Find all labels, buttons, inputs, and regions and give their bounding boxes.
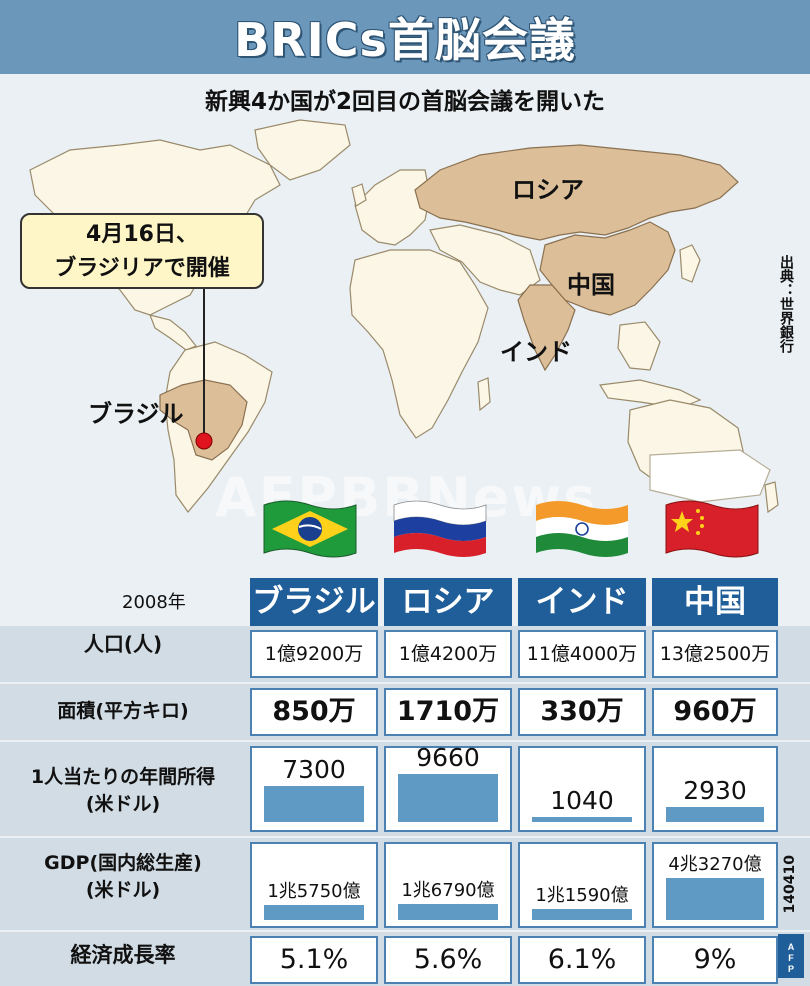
page-title: BRICs首脳会議 [234,13,576,67]
value-population-india: 11億4000万 [526,643,638,665]
cell-population-india: 11億4000万 [518,630,646,678]
antarctica-shape [649,449,771,503]
cell-gdp-russia: 1兆6790億 [384,842,512,928]
row-label-growth: 経済成長率 [70,943,176,967]
header-banner: BRICs首脳会議 [0,0,810,74]
bar-income-china [666,807,764,822]
value-gdp-china: 4兆3270億 [668,854,762,875]
afp-logo: A F P [778,934,804,978]
india-flag-icon [536,501,628,557]
value-population-brazil: 1億9200万 [264,643,364,665]
row-label-income-main: 1人当たりの年間所得 [30,766,216,788]
value-gdp-russia: 1兆6790億 [401,880,495,901]
cell-gdp-brazil: 1兆5750億 [250,842,378,928]
label-china: 中国 [567,271,615,299]
svg-text:P: P [788,964,794,974]
central-america-shape [149,314,197,351]
europe-shape [354,169,431,246]
value-population-china: 13億2500万 [659,643,771,665]
callout-location: ブラジリアで開催 [54,256,230,281]
column-header-china: 中国 [652,578,778,626]
value-gdp-india: 1兆1590億 [535,885,629,906]
cell-population-brazil: 1億9200万 [250,630,378,678]
value-gdp-brazil: 1兆5750億 [267,881,361,902]
row-label-income: 1人当たりの年間所得 (米ドル) [0,764,246,818]
cell-area-russia: 1710万 [384,688,512,736]
new-zealand-shape [764,481,779,514]
graphic-code: 140410 [782,855,798,914]
value-income-russia: 9660 [416,743,480,772]
value-area-china: 960万 [673,696,757,727]
russia-flag-icon [393,500,487,557]
cell-growth-india: 6.1% [518,936,646,984]
cell-income-russia: 9660 [384,743,512,832]
cell-population-russia: 1億4200万 [384,630,512,678]
cell-growth-brazil: 5.1% [250,936,378,984]
row-label-gdp: GDP(国内総生産) (米ドル) [0,850,246,904]
bar-income-brazil [264,786,364,822]
brazil-flag-icon [263,500,357,558]
year-label: 2008年 [122,592,186,613]
column-header-russia: ロシア [384,578,512,626]
greenland-shape [254,119,351,181]
uk-shape [351,183,367,207]
value-population-russia: 1億4200万 [398,643,498,665]
cell-income-india: 1040 [518,746,646,832]
value-growth-china: 9% [693,944,737,975]
value-area-india: 330万 [540,696,624,727]
bar-income-india [532,817,632,822]
value-area-russia: 1710万 [396,696,500,727]
cell-income-brazil: 7300 [250,746,378,832]
africa-shape [349,249,489,439]
column-header-brazil: ブラジル [250,578,378,626]
madagascar-shape [477,377,491,412]
row-label-gdp-unit: (米ドル) [85,879,161,901]
cell-area-brazil: 850万 [250,688,378,736]
brasilia-marker [195,432,213,450]
row-label-area: 面積(平方キロ) [57,700,189,722]
svg-text:F: F [788,953,794,963]
value-area-brazil: 850万 [272,696,356,727]
source-credit: 出典：世界銀行 [778,255,794,353]
value-growth-india: 6.1% [547,944,617,975]
label-india: インド [500,338,572,366]
value-income-india: 1040 [550,786,614,815]
cell-area-china: 960万 [652,688,778,736]
world-map [29,119,779,514]
value-growth-russia: 5.6% [413,944,483,975]
middle-east-shape [429,224,541,296]
india-shape [517,284,576,372]
russia-shape [414,144,739,241]
bar-gdp-india [532,909,632,920]
bar-gdp-russia [398,904,498,920]
summit-callout: 4月16日、 ブラジリアで開催 [20,213,264,289]
southeast-asia-shape [617,321,661,371]
value-income-brazil: 7300 [282,755,346,784]
value-growth-brazil: 5.1% [279,944,349,975]
svg-text:A: A [788,942,795,952]
china-flag-icon [665,500,759,558]
cell-growth-russia: 5.6% [384,936,512,984]
cell-area-india: 330万 [518,688,646,736]
bar-gdp-china [666,878,764,920]
japan-shape [679,244,701,283]
row-label-income-unit: (米ドル) [85,793,161,815]
bar-gdp-brazil [264,905,364,920]
callout-date: 4月16日、 [86,222,198,247]
row-label-population: 人口(人) [83,632,163,656]
row-label-gdp-main: GDP(国内総生産) [44,852,202,874]
column-header-india: インド [518,578,646,626]
cell-income-china: 2930 [652,746,778,832]
cell-gdp-china: 4兆3270億 [652,842,778,928]
label-brazil: ブラジル [88,400,184,428]
label-russia: ロシア [512,176,584,204]
cell-growth-china: 9% [652,936,778,984]
page-subtitle: 新興4か国が2回目の首脳会議を開いた [204,89,605,115]
cell-population-china: 13億2500万 [652,630,778,678]
cell-gdp-india: 1兆1590億 [518,842,646,928]
bar-income-russia [398,774,498,822]
value-income-china: 2930 [683,776,747,805]
